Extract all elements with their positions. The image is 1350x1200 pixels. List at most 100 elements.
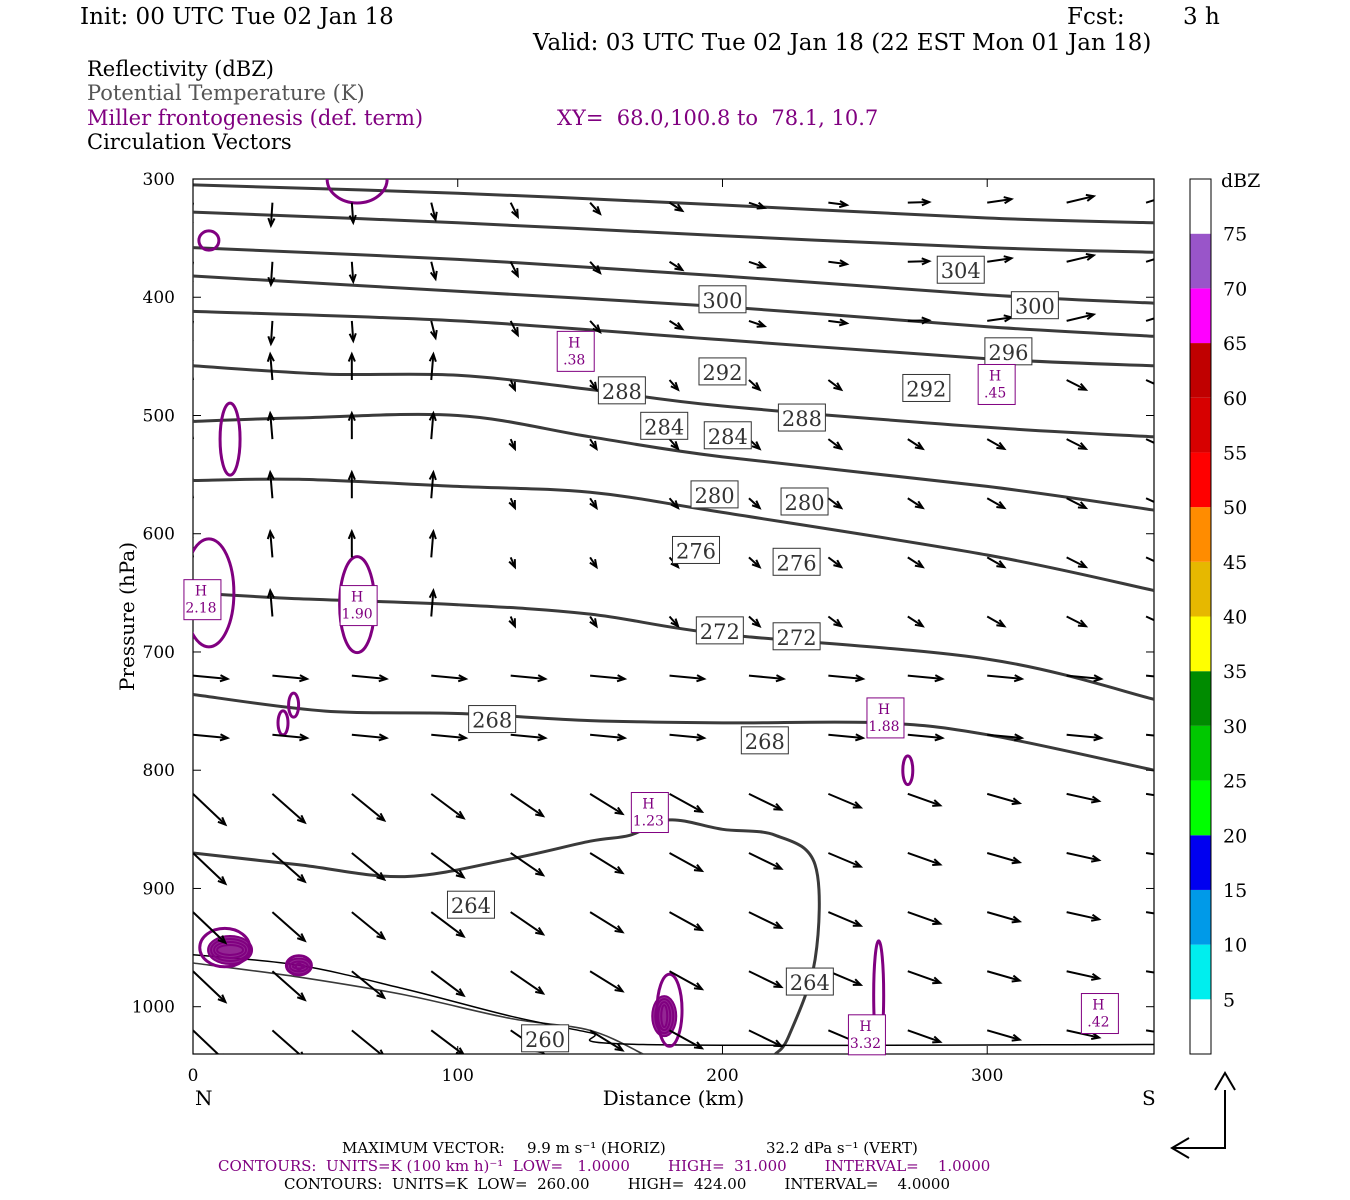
fgen-max-box [339, 585, 378, 627]
vector-head [267, 217, 276, 229]
colorbar-segment [1190, 999, 1211, 1054]
fgen-max-h: H [568, 335, 580, 351]
fgen-contour-dense [654, 998, 675, 1035]
vector-shaft [748, 674, 784, 680]
vector-shaft [907, 792, 941, 807]
vector-shaft [907, 733, 943, 739]
vector-shaft [269, 202, 274, 226]
vector-shaft [271, 793, 306, 824]
vector-head [457, 674, 469, 683]
vector-head [1159, 502, 1167, 508]
vector-head [934, 733, 945, 742]
vector-head [693, 982, 705, 991]
vector-head [756, 320, 768, 328]
fgen-contour-dense [207, 934, 254, 965]
vector-head [751, 500, 762, 510]
vector-shaft [430, 354, 435, 381]
vector-head [833, 559, 844, 569]
vector-head [756, 201, 768, 210]
fgen-contour-dense [216, 943, 245, 956]
vector-shaft [907, 438, 924, 450]
vector-head [299, 674, 310, 683]
vector-shaft [828, 733, 864, 739]
vector-shaft [430, 911, 465, 938]
fgen-contour-dense [213, 940, 248, 959]
theta-label-text: 264 [790, 971, 830, 995]
vector-head [219, 674, 231, 683]
vector-head [674, 203, 685, 213]
vector-head [376, 871, 387, 882]
vector-head [833, 618, 844, 628]
vector-head [296, 814, 307, 825]
vector-shaft [1066, 497, 1087, 509]
theta-label-276: 276 [672, 535, 721, 564]
vector-head [1090, 972, 1102, 981]
vector-head [773, 802, 784, 811]
theta-label-292: 292 [902, 373, 951, 402]
vector-head [773, 862, 784, 870]
south-label: S [1142, 1086, 1156, 1110]
vector-head [932, 1035, 943, 1044]
vector-head [428, 410, 437, 422]
fgen-contour-dense [651, 995, 678, 1038]
colorbar-label: 5 [1223, 989, 1235, 1011]
vector-head [1093, 674, 1104, 683]
vector-head [1011, 856, 1023, 865]
theta-label-box [777, 403, 826, 432]
theta-label-264: 264 [785, 967, 834, 996]
theta-label-text: 280 [784, 491, 824, 515]
y-tick-label: 900 [143, 879, 175, 899]
theta-label-text: 284 [708, 425, 748, 449]
fgen-max-box [847, 1014, 886, 1056]
vector-head [348, 273, 357, 285]
colorbar-label: 50 [1223, 497, 1247, 519]
fgen-max-value: 1.23 [633, 814, 664, 830]
colorbar-segment [1190, 179, 1211, 234]
field-vectors: Circulation Vectors [87, 130, 292, 154]
vector-head [378, 733, 389, 742]
theta-label-288: 288 [777, 403, 826, 432]
fgen-max-value: 1.90 [342, 607, 373, 623]
colorbar-label: 25 [1223, 771, 1247, 793]
vector-head [1159, 620, 1167, 626]
vector-shaft [907, 911, 941, 925]
vector-shaft [669, 911, 703, 931]
vector-head [1090, 913, 1102, 922]
vector-shaft [193, 261, 194, 268]
fgen-max-value: 1.88 [868, 719, 899, 735]
theta-label-box [521, 1024, 570, 1053]
vector-head [457, 733, 469, 742]
vector-shaft [1145, 1029, 1154, 1033]
vector-head [348, 214, 357, 226]
vector-head [852, 978, 864, 986]
theta-label-box [640, 411, 689, 440]
colorbar-label: 55 [1223, 442, 1247, 464]
init-time: Init: 00 UTC Tue 02 Jan 18 [80, 4, 394, 30]
vector-shaft [269, 472, 274, 499]
fgen-max-h: H [642, 797, 654, 813]
y-tick-label: 700 [143, 643, 175, 663]
vector-head [508, 559, 516, 570]
vector-shaft [987, 674, 1022, 680]
vector-shaft [193, 674, 228, 680]
vector-head [589, 618, 598, 629]
fgen-max: H.38 [556, 330, 595, 372]
theta-label-276: 276 [772, 547, 821, 576]
vector-shaft [1145, 851, 1154, 856]
vector-head [693, 804, 705, 814]
vector-shaft [510, 852, 544, 877]
theta-label-text: 300 [702, 289, 742, 313]
theta-label-box [597, 376, 646, 405]
vector-shaft [827, 792, 862, 809]
vector-head [852, 801, 864, 809]
theta-label-box [690, 480, 739, 509]
fgen-max-h: H [859, 1019, 871, 1035]
vector-shaft [590, 674, 625, 680]
vector-head [266, 469, 275, 481]
vector-shaft [669, 1029, 703, 1050]
vector-head [773, 921, 784, 930]
vector-head [614, 806, 625, 816]
fgen-contour-info: CONTOURS: UNITS=K (100 km h)⁻¹ LOW= 1.00… [218, 1157, 991, 1175]
